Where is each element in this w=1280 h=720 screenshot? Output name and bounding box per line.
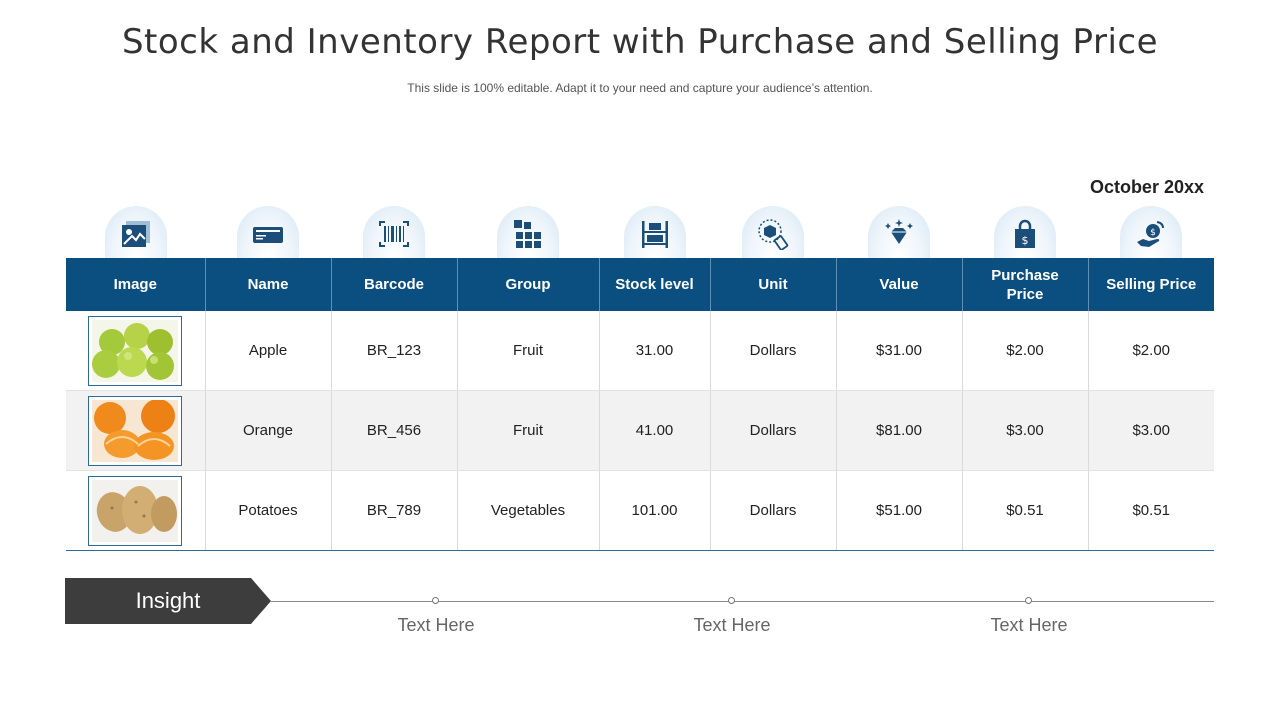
unit-cell: Dollars [710, 311, 837, 391]
inventory-table: Image Name Barcode Group Stock level Uni… [66, 258, 1214, 551]
group-cell: Fruit [457, 390, 600, 471]
table-row: Orange BR_456 Fruit 41.00 Dollars $81.00… [66, 390, 1214, 471]
value-cell: $31.00 [836, 311, 963, 391]
timeline-dot [1025, 597, 1032, 604]
barcode-cell: BR_789 [331, 470, 458, 551]
hand-coin-icon: $ [1088, 200, 1214, 258]
svg-text:$: $ [1150, 228, 1156, 238]
image-cell [66, 390, 206, 471]
barcode-cell: BR_123 [331, 311, 458, 391]
header-stock-level: Stock level [599, 258, 711, 311]
group-cell: Vegetables [457, 470, 600, 551]
header-purchase-price-label: Purchase Price [991, 266, 1059, 303]
apples-photo [88, 315, 183, 386]
timeline-dot [728, 597, 735, 604]
insight-point-1: Text Here [397, 615, 475, 635]
insight-arrow-shape [65, 578, 271, 624]
header-barcode: Barcode [331, 258, 458, 311]
table-row: Potatoes BR_789 Vegetables 101.00 Dollar… [66, 470, 1214, 551]
header-value: Value [836, 258, 963, 311]
purchase-price-cell: $0.51 [962, 470, 1089, 551]
unit-cell: Dollars [710, 470, 837, 551]
purchase-price-cell: $3.00 [962, 390, 1089, 471]
stock-level-cell: 101.00 [599, 470, 711, 551]
table-header-row: Image Name Barcode Group Stock level Uni… [66, 258, 1214, 311]
page-title: Stock and Inventory Report with Purchase… [121, 22, 1159, 62]
orange-photo [88, 395, 183, 466]
image-icon [66, 200, 205, 258]
name-cell: Orange [205, 390, 332, 471]
svg-text:$: $ [1022, 234, 1029, 247]
name-cell: Apple [205, 311, 332, 391]
selling-price-cell: $0.51 [1088, 470, 1214, 551]
timeline-dot [432, 597, 439, 604]
barcode-cell: BR_456 [331, 390, 458, 471]
name-cell: Potatoes [205, 470, 332, 551]
header-icon-row: $ $ [66, 200, 1214, 258]
insight-timeline [271, 601, 1214, 602]
header-name: Name [205, 258, 332, 311]
id-card-icon [205, 200, 331, 258]
barcode-icon [331, 200, 457, 258]
page-subtitle: This slide is 100% editable. Adapt it to… [407, 81, 873, 95]
value-cell: $81.00 [836, 390, 963, 471]
selling-price-cell: $2.00 [1088, 311, 1214, 391]
table-row: Apple BR_123 Fruit 31.00 Dollars $31.00 … [66, 311, 1214, 391]
selling-price-cell: $3.00 [1088, 390, 1214, 471]
unit-cell: Dollars [710, 390, 837, 471]
grid-blocks-icon [457, 200, 599, 258]
report-date: October 20xx [1089, 177, 1204, 197]
insight-banner: Insight [65, 578, 271, 624]
stock-level-cell: 41.00 [599, 390, 711, 471]
box-tag-icon [710, 200, 836, 258]
header-image: Image [66, 258, 206, 311]
image-cell [66, 470, 206, 551]
potatoes-photo [88, 475, 183, 546]
insight-point-3: Text Here [990, 615, 1068, 635]
value-cell: $51.00 [836, 470, 963, 551]
diamond-icon [836, 200, 962, 258]
header-selling-price: Selling Price [1088, 258, 1214, 311]
purchase-price-cell: $2.00 [962, 311, 1089, 391]
header-unit: Unit [710, 258, 837, 311]
image-cell [66, 311, 206, 391]
header-group: Group [457, 258, 600, 311]
shelf-stock-icon [599, 200, 710, 258]
header-purchase-price: Purchase Price [962, 258, 1089, 311]
insight-point-2: Text Here [693, 615, 771, 635]
insight-label: Insight [135, 588, 201, 613]
stock-level-cell: 31.00 [599, 311, 711, 391]
shopping-bag-dollar-icon: $ [962, 200, 1088, 258]
group-cell: Fruit [457, 311, 600, 391]
